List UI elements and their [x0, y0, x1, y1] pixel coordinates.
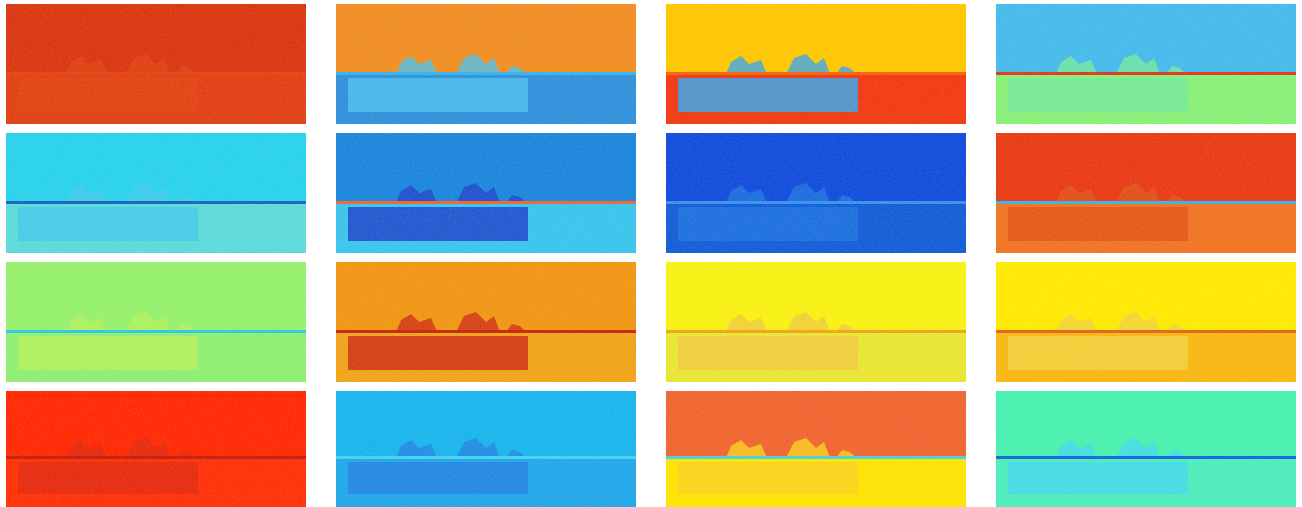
map-noise [6, 4, 306, 124]
map-noise [996, 391, 1296, 507]
feature-map [996, 133, 1296, 253]
map-noise [6, 262, 306, 382]
page: {"panels": [ {"top": "#d8300f", "line": … [0, 0, 1302, 507]
feature-map [996, 4, 1296, 124]
feature-map [996, 262, 1296, 382]
feature-map [336, 262, 636, 382]
feature-map [6, 133, 306, 253]
feature-map [336, 133, 636, 253]
feature-map [336, 391, 636, 507]
map-noise [996, 4, 1296, 124]
feature-map [666, 391, 966, 507]
feature-map [336, 4, 636, 124]
map-noise [6, 391, 306, 507]
feature-map [6, 4, 306, 124]
map-noise [666, 4, 966, 124]
map-noise [336, 4, 636, 124]
feature-map [666, 133, 966, 253]
feature-map [666, 262, 966, 382]
feature-map [996, 391, 1296, 507]
feature-map [6, 391, 306, 507]
map-noise [666, 391, 966, 507]
map-noise [336, 391, 636, 507]
map-noise [666, 262, 966, 382]
map-noise [996, 262, 1296, 382]
feature-map [666, 4, 966, 124]
map-noise [336, 133, 636, 253]
map-noise [666, 133, 966, 253]
map-noise [6, 133, 306, 253]
feature-map-grid [0, 0, 1302, 507]
map-noise [336, 262, 636, 382]
feature-map [6, 262, 306, 382]
map-noise [996, 133, 1296, 253]
